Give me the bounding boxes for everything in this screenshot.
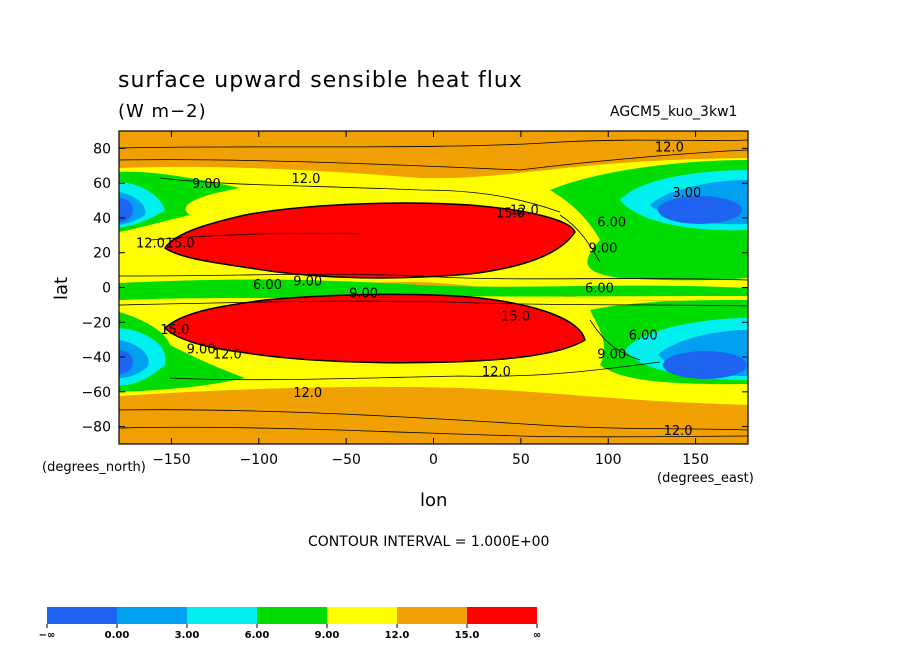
- contour-label: 12.0: [664, 424, 693, 439]
- x-units-note: (degrees_east): [657, 471, 754, 486]
- colorbar-swatch: [257, 607, 327, 624]
- contour-line: [559, 214, 601, 263]
- colorbar-swatch: [467, 607, 537, 624]
- contour-line: [119, 273, 748, 281]
- red-lobe-north: [163, 202, 576, 279]
- colorbar-swatch: [47, 607, 117, 624]
- contour-label: 9.00: [349, 287, 378, 302]
- contour-label: 9.00: [597, 348, 626, 363]
- contour-label: 12.0: [655, 141, 684, 156]
- contour-line: [149, 232, 361, 241]
- chart-title: surface upward sensible heat flux: [118, 68, 523, 93]
- colorbar-label: 15.0: [455, 630, 480, 641]
- colorbar-label: −∞: [39, 630, 56, 641]
- colorbar-label: ∞: [533, 630, 541, 641]
- y-tick-label: 20: [93, 246, 111, 262]
- contour-label: 15.0: [160, 323, 189, 338]
- y-tick-label: −40: [81, 350, 111, 366]
- contour-line: [119, 300, 748, 307]
- x-tick-label: −100: [240, 452, 278, 468]
- y-tick-label: −60: [81, 385, 111, 401]
- red-lobe-south: [163, 293, 586, 364]
- x-axis-ticks: −150 −100 −50 0 50 100 150: [152, 131, 709, 468]
- contour-label: 12.0: [136, 236, 165, 251]
- contour-interval: CONTOUR INTERVAL = 1.000E+00: [308, 534, 550, 550]
- contour-line: [119, 139, 748, 149]
- y-tick-label: −20: [81, 315, 111, 331]
- contour-label: 6.00: [597, 215, 626, 230]
- chart-units: (W m−2): [118, 101, 207, 122]
- y-tick-label: 0: [102, 281, 111, 297]
- y-axis-ticks: 80 60 40 20 0 −20 −40 −60 −80: [81, 141, 748, 436]
- contour-lines: [119, 139, 748, 438]
- contour-line: [119, 149, 748, 171]
- model-name: AGCM5_kuo_3kw1: [610, 104, 738, 120]
- colorbar-swatch: [117, 607, 187, 624]
- blue-core-ne: [658, 196, 742, 224]
- contour-label: 15.0: [496, 207, 525, 222]
- colorbar: −∞ 0.00 3.00 6.00 9.00 12.0 15.0 ∞: [39, 607, 541, 641]
- y-tick-label: 60: [93, 176, 111, 192]
- colorbar-swatch: [397, 607, 467, 624]
- colorbar-label: 12.0: [385, 630, 410, 641]
- colorbar-label: 0.00: [105, 630, 130, 641]
- contour-label: 15.0: [501, 309, 530, 324]
- contour-label: 15.0: [166, 236, 195, 251]
- contour-line: [119, 426, 748, 438]
- contour-label: 12.0: [482, 365, 511, 380]
- contour-line: [119, 409, 748, 431]
- contour-label: 6.00: [253, 278, 282, 293]
- colorbar-label: 3.00: [175, 630, 200, 641]
- contour-line: [589, 319, 641, 361]
- blue-core-nw: [119, 198, 133, 222]
- x-tick-label: 150: [682, 452, 709, 468]
- y-tick-label: −80: [81, 420, 111, 436]
- contour-label: 3.00: [672, 186, 701, 201]
- contour-label: 9.00: [187, 342, 216, 357]
- contour-line: [159, 177, 561, 213]
- x-tick-label: −150: [152, 452, 190, 468]
- contour-line: [169, 361, 661, 381]
- contour-label: 12.0: [213, 348, 242, 363]
- x-tick-label: 100: [595, 452, 622, 468]
- blue-core-se: [663, 351, 747, 379]
- blue-core-sw: [119, 350, 133, 374]
- contour-label: 6.00: [629, 328, 658, 343]
- y-tick-label: 40: [93, 211, 111, 227]
- contour-label: 6.00: [585, 282, 614, 297]
- contour-label: 12.0: [293, 386, 322, 401]
- x-axis-label: lon: [420, 490, 448, 511]
- y-tick-label: 80: [93, 141, 111, 157]
- colorbar-label: 9.00: [315, 630, 340, 641]
- contour-label: 9.00: [192, 177, 221, 192]
- colorbar-swatch: [327, 607, 397, 624]
- x-tick-label: −50: [331, 452, 361, 468]
- y-units-note: (degrees_north): [42, 460, 146, 475]
- x-tick-label: 50: [512, 452, 530, 468]
- x-tick-label: 0: [429, 452, 438, 468]
- contour-label: 12.0: [291, 172, 320, 187]
- colorbar-label: 6.00: [245, 630, 270, 641]
- colorbar-swatch: [187, 607, 257, 624]
- contour-label: 12.0: [510, 203, 539, 218]
- contour-label: 9.00: [589, 242, 618, 257]
- contour-label: 9.00: [293, 275, 322, 290]
- green-equator: [119, 279, 748, 300]
